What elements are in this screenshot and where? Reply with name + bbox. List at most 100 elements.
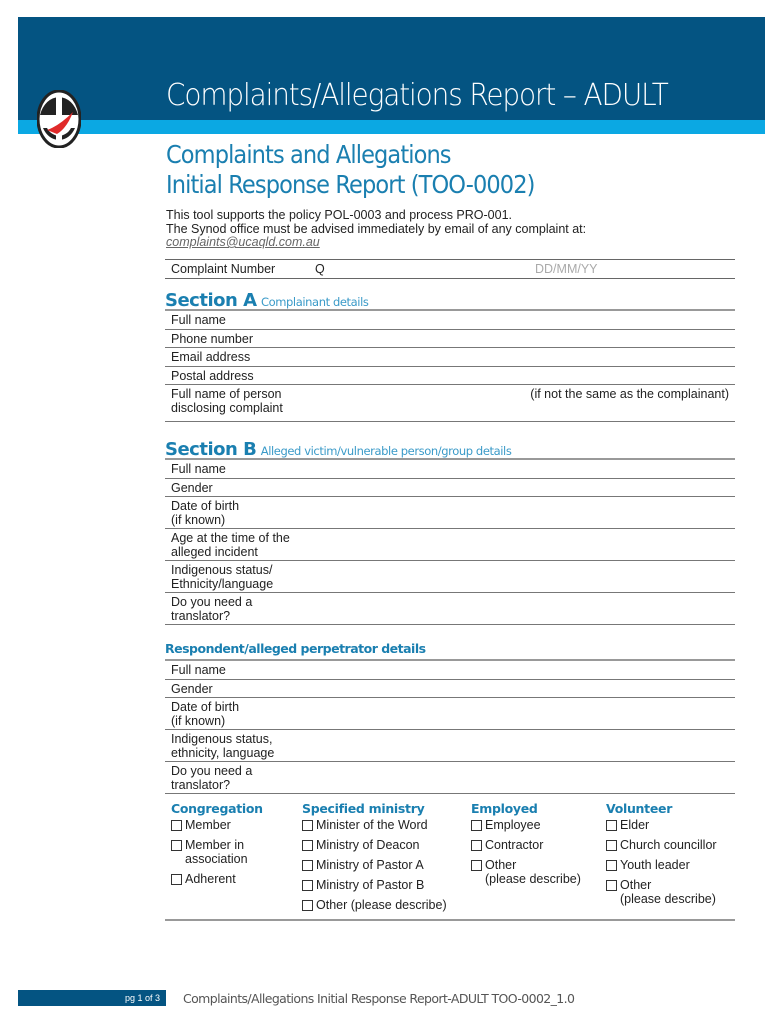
checkbox-icon[interactable] — [171, 873, 182, 885]
date-field[interactable]: DD/MM/YY — [535, 262, 598, 276]
checkbox-option[interactable]: Youth leader — [606, 858, 717, 873]
checkbox-label: Member — [185, 818, 231, 833]
form-row-email[interactable]: Email address — [165, 348, 735, 367]
row-label: Do you need a — [171, 595, 253, 610]
checkbox-option[interactable]: Contractor — [471, 838, 581, 853]
row-label: Gender — [171, 480, 213, 495]
row-label: (if known) — [171, 713, 226, 728]
checkbox-label: Other (please describe) — [620, 878, 716, 906]
checkbox-label: Adherent — [185, 872, 236, 887]
checkbox-option[interactable]: Ministry of Deacon — [302, 838, 447, 853]
form-row[interactable]: Gender — [165, 479, 735, 498]
checkbox-label: Member in association — [185, 838, 248, 866]
section-a-header: Section A Complainant details — [165, 290, 735, 311]
subtitle-line: Initial Response Report (TOO-0002) — [166, 170, 535, 199]
checkbox-label: Ministry of Pastor A — [316, 858, 424, 873]
email-link[interactable]: complaints@ucaqld.com.au — [166, 235, 320, 249]
form-row[interactable]: Do you need a translator? — [165, 762, 735, 795]
checkbox-icon[interactable] — [471, 840, 482, 851]
form-row-postal[interactable]: Postal address — [165, 367, 735, 386]
row-label: translator? — [171, 608, 231, 623]
label-line: Employee — [485, 818, 541, 832]
role-group-heading: Volunteer — [606, 801, 673, 816]
label-line: Member in — [185, 838, 245, 852]
row-label: Date of birth — [171, 700, 240, 715]
label-line: Youth leader — [620, 858, 690, 872]
checkbox-option[interactable]: Other (please describe) — [471, 858, 581, 886]
label-line: Church councillor — [620, 838, 717, 852]
checkbox-label: Church councillor — [620, 838, 717, 853]
page-title: Complaints/Allegations Report – ADULT — [166, 78, 669, 113]
form-row[interactable]: Do you need a translator? — [165, 593, 735, 626]
checkbox-option[interactable]: Member — [171, 818, 263, 833]
role-group: Volunteer Elder Church councillor Youth lea… — [606, 801, 717, 913]
row-label: Indigenous status/ — [171, 563, 273, 578]
label-line: Ministry of Pastor A — [316, 858, 424, 872]
section-title: Section A — [165, 290, 257, 311]
checkbox-label: Other (please describe) — [316, 898, 447, 913]
checkbox-label: Employee — [485, 818, 541, 833]
row-label: ethnicity, language — [171, 745, 275, 760]
checkbox-label: Minister of the Word — [316, 818, 428, 833]
checkbox-icon[interactable] — [606, 820, 617, 831]
label-line: Elder — [620, 818, 650, 832]
form-row-full-name[interactable]: Full name — [165, 311, 735, 330]
form-row[interactable]: Full name — [165, 460, 735, 479]
church-logo-icon — [37, 90, 81, 148]
checkbox-icon[interactable] — [302, 860, 313, 871]
form-row[interactable]: Age at the time of the alleged incident — [165, 529, 735, 562]
form-row[interactable]: Date of birth (if known) — [165, 698, 735, 731]
form-row[interactable]: Date of birth (if known) — [165, 497, 735, 530]
form-row-discloser[interactable]: Full name of person disclosing complaint… — [165, 385, 735, 423]
checkbox-option[interactable]: Other (please describe) — [302, 898, 447, 913]
checkbox-option[interactable]: Ministry of Pastor A — [302, 858, 447, 873]
complaint-number-field[interactable]: Q — [315, 262, 325, 276]
label-line: Minister of the Word — [316, 818, 428, 832]
respondent-header: Respondent/alleged perpetrator details — [165, 640, 735, 661]
checkbox-option[interactable]: Ministry of Pastor B — [302, 878, 447, 893]
checkbox-label: Elder — [620, 818, 650, 833]
checkbox-icon[interactable] — [171, 820, 182, 831]
checkbox-icon[interactable] — [606, 880, 617, 891]
section-title: Section B — [165, 439, 257, 460]
intro-line: The Synod office must be advised immedia… — [166, 221, 587, 236]
row-label: Full name of person — [171, 387, 282, 402]
checkbox-option[interactable]: Elder — [606, 818, 717, 833]
role-group: Employed Employee Contractor Other (please d… — [471, 801, 581, 893]
form-row[interactable]: Gender — [165, 680, 735, 699]
role-group-heading: Employed — [471, 801, 538, 816]
label-line: Ministry of Deacon — [316, 838, 420, 852]
checkbox-option[interactable]: Employee — [471, 818, 581, 833]
respondent-section: Respondent/alleged perpetrator details F… — [165, 640, 735, 795]
form-row-phone[interactable]: Phone number — [165, 330, 735, 349]
form-row[interactable]: Indigenous status, ethnicity, language — [165, 730, 735, 763]
form-row[interactable]: Indigenous status/Ethnicity/language — [165, 561, 735, 594]
checkbox-icon[interactable] — [606, 860, 617, 871]
section-a: Section A Complainant details Full name … — [165, 290, 735, 423]
checkbox-icon[interactable] — [171, 840, 182, 851]
checkbox-option[interactable]: Member in association — [171, 838, 263, 866]
complaint-number-row: Complaint Number Q DD/MM/YY — [165, 259, 735, 279]
label-line: association — [185, 851, 248, 866]
label-line: Other (please describe) — [316, 898, 447, 912]
checkbox-label: Youth leader — [620, 858, 690, 873]
role-group: Congregation Member Member in association Ad… — [171, 801, 263, 893]
checkbox-option[interactable]: Other (please describe) — [606, 878, 717, 906]
checkbox-option[interactable]: Adherent — [171, 872, 263, 887]
checkbox-icon[interactable] — [302, 820, 313, 831]
label-line: Other — [485, 858, 517, 872]
checkbox-icon[interactable] — [302, 840, 313, 851]
checkbox-icon[interactable] — [302, 900, 313, 911]
checkbox-icon[interactable] — [471, 820, 482, 831]
label-line: (please describe) — [485, 871, 581, 886]
intro-text: This tool supports the policy POL-0003 a… — [166, 208, 587, 250]
form-row[interactable]: Full name — [165, 661, 735, 680]
checkbox-icon[interactable] — [606, 840, 617, 851]
checkbox-icon[interactable] — [302, 880, 313, 891]
label-line: Other — [620, 878, 652, 892]
report-subtitle: Complaints and Allegations Initial Respon… — [166, 140, 535, 200]
label-line: Member — [185, 818, 231, 832]
checkbox-option[interactable]: Minister of the Word — [302, 818, 447, 833]
checkbox-icon[interactable] — [471, 860, 482, 871]
checkbox-option[interactable]: Church councillor — [606, 838, 717, 853]
